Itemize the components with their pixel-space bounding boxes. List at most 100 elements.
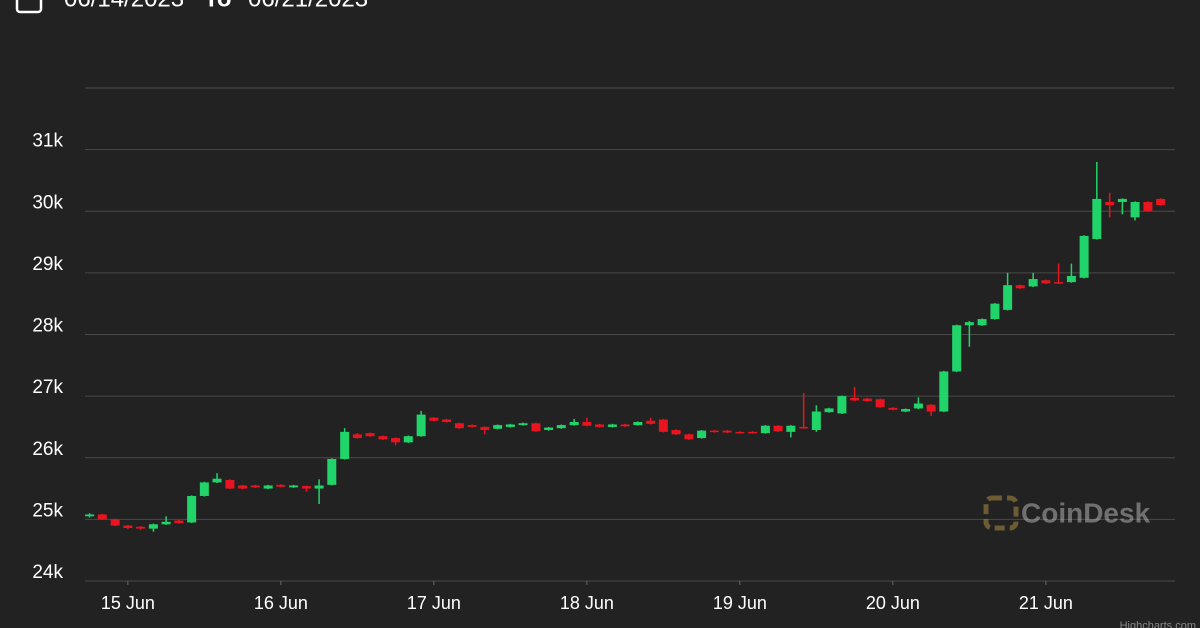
candle-body [1130,202,1140,218]
candle [799,393,809,429]
candle [391,437,401,446]
candle [1130,201,1140,221]
candle [327,458,337,486]
y-tick-label: 31k [32,131,63,152]
candle [250,484,260,488]
date-from[interactable]: 06/14/2023 [64,0,184,12]
candle-body [225,479,235,489]
candle [110,518,120,527]
y-tick-label: 25k [32,500,63,521]
candle [964,320,974,347]
candle [340,428,350,460]
x-tick-label: 20 Jun [866,593,920,613]
candle-body [544,427,554,431]
candle-body [646,420,656,424]
x-tick-label: 16 Jun [254,593,308,613]
candle-body [811,411,821,431]
candle-body [276,484,286,487]
candle-body [289,485,299,488]
watermark: CoinDesk [983,495,1151,531]
candle-body [1066,275,1076,283]
candle-body [977,319,987,326]
candle [901,408,911,413]
x-tick-label: 18 Jun [560,593,614,613]
candle [582,417,592,427]
x-tick-label: 17 Jun [407,593,461,613]
y-tick-label: 30k [32,192,63,213]
candle-body [913,403,923,409]
candle-body [1079,235,1089,278]
candle [1028,272,1038,288]
candle [620,423,630,427]
candle-body [161,521,171,525]
candle-body [684,434,694,440]
candle-body [148,524,158,529]
candle-body [1041,280,1051,284]
candle-body [327,458,337,485]
candle [148,523,158,532]
candle-body [1117,198,1127,203]
candle-body [531,423,541,432]
candle [862,397,872,402]
candle-body [862,398,872,402]
candle [314,479,324,504]
candle [544,426,554,431]
candle-body [773,425,783,432]
candle [276,484,286,488]
candle [760,425,770,434]
candle [161,516,171,525]
candle [786,425,796,438]
candle-body [569,422,579,426]
calendar-icon[interactable] [15,0,43,14]
candle [174,519,184,524]
candle-body [250,485,260,488]
candle [1054,263,1064,284]
candle-body [1015,285,1025,289]
candle-body [212,478,222,483]
candle [1041,279,1051,284]
candle-body [850,397,860,401]
candle [633,421,643,426]
candle [1156,198,1166,206]
candle-body [480,426,490,431]
candle [888,407,898,411]
candle [684,433,694,440]
candle-body [620,424,630,427]
candle-body [340,431,350,459]
candle [926,404,936,416]
candle [225,479,235,490]
candle [1117,198,1127,215]
candle-body [187,495,197,523]
candle [1092,161,1102,240]
candle [531,422,541,432]
candle-body [391,438,401,443]
candle-body [875,399,885,408]
candle-body [786,425,796,432]
candle [493,424,503,430]
candle-body [1054,282,1064,284]
candle-body [505,424,515,427]
x-tick-label: 21 Jun [1019,593,1073,613]
candle-body [454,423,464,429]
y-tick-label: 29k [32,254,63,275]
candle-body [824,408,834,413]
candle [569,418,579,426]
candle [671,429,681,435]
candle-body [1105,202,1115,206]
candle-body [85,514,95,517]
candle-body [1003,285,1013,310]
candle-body [199,482,209,496]
candle [378,435,388,440]
date-to[interactable]: 06/21/2023 [248,0,368,12]
credits[interactable]: Highcharts.com [1120,620,1196,628]
candle [263,484,273,490]
candle [1066,263,1076,283]
candle-body [607,424,617,427]
x-tick-label: 19 Jun [713,593,767,613]
candle-body [429,417,439,421]
candle [467,424,477,428]
candle-body [697,430,707,439]
candle-body [518,423,528,426]
